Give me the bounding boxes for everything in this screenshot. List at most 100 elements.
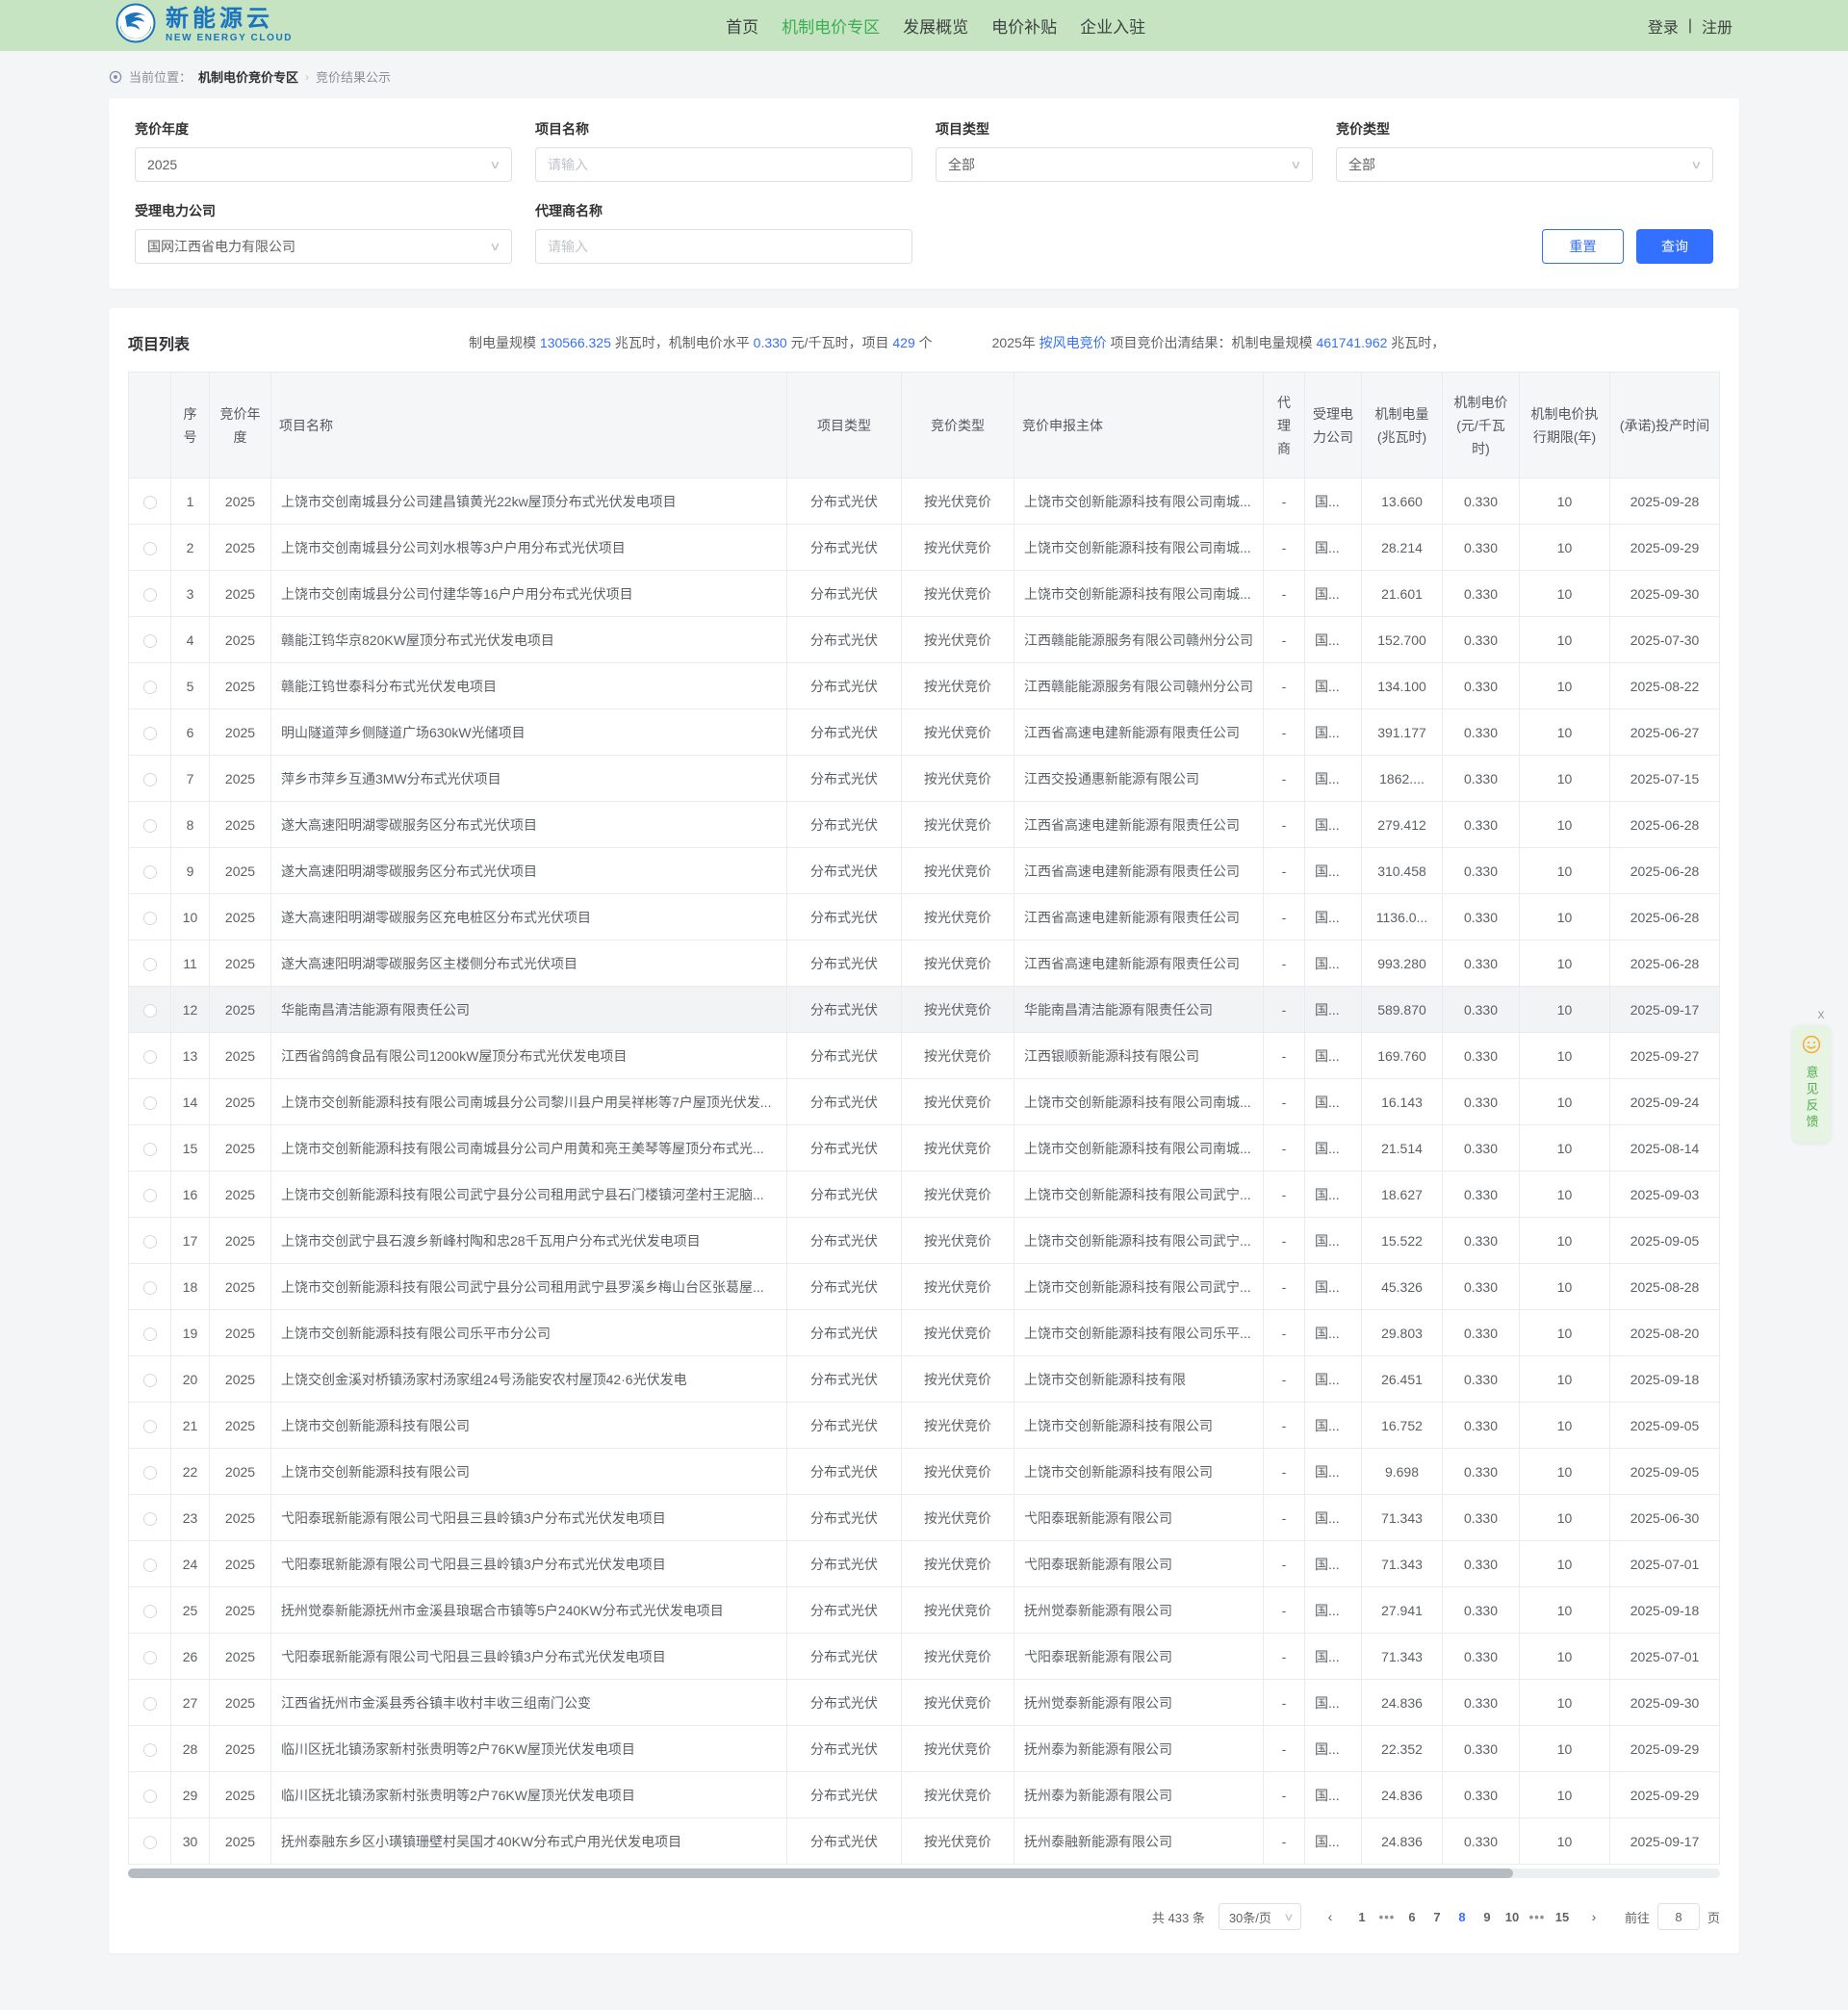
row-radio[interactable] — [143, 1050, 157, 1064]
cell-price: 0.330 — [1443, 1264, 1520, 1310]
cell-year: 2025 — [210, 478, 271, 525]
project-name-input[interactable] — [535, 147, 912, 182]
page-button-8[interactable]: 8 — [1450, 1903, 1475, 1930]
breadcrumb-section[interactable]: 机制电价竞价专区 — [198, 67, 298, 86]
page-button-7[interactable]: 7 — [1424, 1903, 1450, 1930]
stat-text: 元/千瓦时，项目 — [787, 335, 893, 350]
nav-item-0[interactable]: 首页 — [726, 13, 758, 38]
next-page-button[interactable]: › — [1580, 1903, 1607, 1930]
row-radio[interactable] — [143, 1836, 157, 1849]
row-radio[interactable] — [143, 958, 157, 971]
row-radio[interactable] — [143, 1374, 157, 1387]
row-radio[interactable] — [143, 496, 157, 509]
power-company-select[interactable]: 国网江西省电力有限公司 ∨ — [135, 229, 512, 264]
row-radio[interactable] — [143, 912, 157, 925]
cell-price: 0.330 — [1443, 1587, 1520, 1634]
scrollbar-thumb[interactable] — [128, 1868, 1513, 1878]
row-radio[interactable] — [143, 1281, 157, 1295]
search-button[interactable]: 查询 — [1636, 229, 1713, 264]
row-radio[interactable] — [143, 1790, 157, 1803]
row-radio[interactable] — [143, 1559, 157, 1572]
horizontal-scrollbar[interactable] — [128, 1868, 1720, 1878]
stat-value: 0.330 — [754, 335, 787, 350]
cell-term: 10 — [1520, 1172, 1610, 1218]
login-link[interactable]: 登录 — [1648, 14, 1679, 38]
row-radio[interactable] — [143, 1512, 157, 1526]
page-button-9[interactable]: 9 — [1475, 1903, 1500, 1930]
row-radio[interactable] — [143, 773, 157, 786]
agent-name-input[interactable] — [535, 229, 912, 264]
prev-page-button[interactable]: ‹ — [1317, 1903, 1344, 1930]
row-radio[interactable] — [143, 1605, 157, 1618]
row-radio[interactable] — [143, 1466, 157, 1480]
row-radio[interactable] — [143, 1096, 157, 1110]
cell-agent: - — [1264, 802, 1305, 848]
project-type-select[interactable]: 全部 ∨ — [936, 147, 1313, 182]
cell-project-name: 江西省抚州市金溪县秀谷镇丰收村丰收三组南门公变 — [271, 1680, 787, 1726]
row-radio[interactable] — [143, 1004, 157, 1018]
nav-item-1[interactable]: 机制电价专区 — [782, 13, 880, 38]
row-radio[interactable] — [143, 1235, 157, 1249]
row-radio[interactable] — [143, 542, 157, 555]
row-radio[interactable] — [143, 1143, 157, 1156]
cell-agent: - — [1264, 571, 1305, 617]
feedback-button[interactable]: 意见反馈 — [1792, 1025, 1831, 1143]
table-row: 162025上饶市交创新能源科技有限公司武宁县分公司租用武宁县石门楼镇河垄村王泥… — [129, 1172, 1720, 1218]
nav-item-3[interactable]: 电价补贴 — [991, 13, 1057, 38]
row-radio[interactable] — [143, 1420, 157, 1433]
close-icon[interactable]: x — [1817, 1009, 1825, 1021]
page-size-select[interactable]: 30条/页 ∨ — [1219, 1903, 1301, 1930]
smiley-icon — [1802, 1035, 1821, 1059]
reset-button[interactable]: 重置 — [1542, 229, 1624, 264]
row-radio[interactable] — [143, 1743, 157, 1757]
row-radio[interactable] — [143, 1651, 157, 1664]
cell-term: 10 — [1520, 1587, 1610, 1634]
register-link[interactable]: 注册 — [1702, 14, 1732, 38]
list-title: 项目列表 — [128, 331, 190, 354]
cell-seq: 21 — [171, 1403, 210, 1449]
row-radio[interactable] — [143, 1327, 157, 1341]
cell-energy: 15.522 — [1362, 1218, 1443, 1264]
row-radio[interactable] — [143, 819, 157, 833]
row-radio[interactable] — [143, 588, 157, 602]
filter-bid-year: 竞价年度 2025 ∨ — [135, 119, 512, 182]
logo[interactable]: 新能源云 NEW ENERGY CLOUD — [116, 3, 293, 48]
cell-agent: - — [1264, 1541, 1305, 1587]
page-ellipsis[interactable]: ••• — [1525, 1903, 1550, 1930]
stat-text: 兆瓦时， — [1387, 335, 1445, 350]
cell-date: 2025-09-18 — [1610, 1587, 1720, 1634]
row-radio[interactable] — [143, 1189, 157, 1202]
cell-price: 0.330 — [1443, 709, 1520, 756]
cell-agent: - — [1264, 1264, 1305, 1310]
goto-page-input[interactable] — [1657, 1903, 1700, 1930]
cell-agent: - — [1264, 663, 1305, 709]
cell-bidder: 抚州泰融新能源有限公司 — [1014, 1818, 1264, 1865]
nav-item-2[interactable]: 发展概览 — [903, 13, 968, 38]
wind-bid-link[interactable]: 按风电竞价 — [1040, 335, 1107, 350]
cell-year: 2025 — [210, 571, 271, 617]
filter-panel: 竞价年度 2025 ∨ 项目名称 项目类型 全部 ∨ 竞价类型 全部 ∨ 受理 — [109, 98, 1739, 289]
row-radio[interactable] — [143, 727, 157, 740]
cell-project-name: 明山隧道萍乡侧隧道广场630kW光储项目 — [271, 709, 787, 756]
page-ellipsis[interactable]: ••• — [1374, 1903, 1399, 1930]
cell-term: 10 — [1520, 1218, 1610, 1264]
cell-date: 2025-09-05 — [1610, 1449, 1720, 1495]
page-button-15[interactable]: 15 — [1550, 1903, 1575, 1930]
row-radio[interactable] — [143, 681, 157, 694]
project-name-label: 项目名称 — [535, 119, 912, 139]
nav-auth: 登录 | 注册 — [1648, 14, 1732, 38]
cell-year: 2025 — [210, 1495, 271, 1541]
page-button-6[interactable]: 6 — [1399, 1903, 1424, 1930]
row-radio[interactable] — [143, 634, 157, 648]
row-radio[interactable] — [143, 865, 157, 879]
page-button-10[interactable]: 10 — [1500, 1903, 1525, 1930]
stat-text: 2025年 — [992, 335, 1040, 350]
cell-seq: 5 — [171, 663, 210, 709]
cell-project-type: 分布式光伏 — [787, 1403, 902, 1449]
bid-year-select[interactable]: 2025 ∨ — [135, 147, 512, 182]
bid-type-select[interactable]: 全部 ∨ — [1336, 147, 1713, 182]
row-radio[interactable] — [143, 1697, 157, 1711]
nav-item-4[interactable]: 企业入驻 — [1080, 13, 1145, 38]
page-button-1[interactable]: 1 — [1349, 1903, 1374, 1930]
cell-bidder: 上饶市交创新能源科技有限公司南城... — [1014, 1079, 1264, 1125]
